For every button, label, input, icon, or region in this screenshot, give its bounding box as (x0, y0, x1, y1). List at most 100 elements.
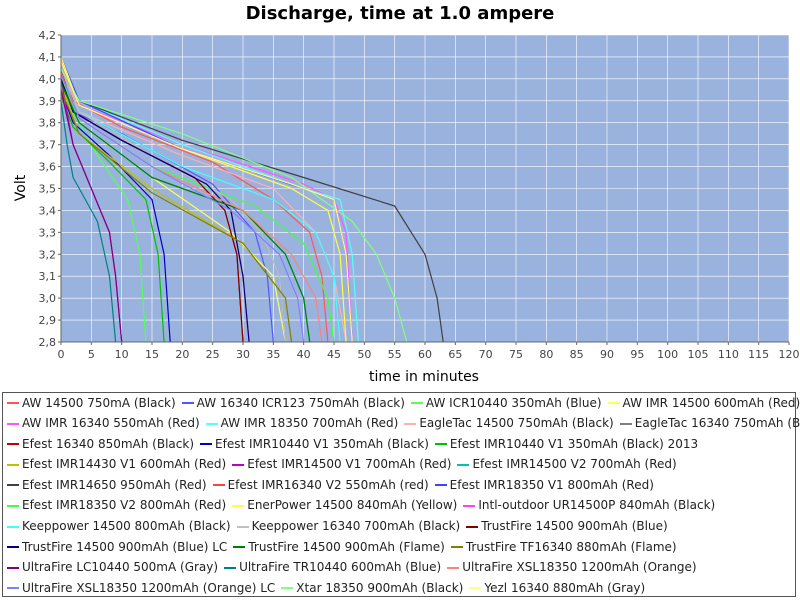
legend-row: Efest 16340 850mAh (Black) Efest IMR10440… (7, 436, 795, 457)
legend-label: Efest IMR14650 950mAh (Red) (22, 477, 207, 492)
x-tick-label: 115 (748, 348, 769, 361)
legend-item: AW IMR 14500 600mAh (Red) (607, 396, 800, 410)
series-layer (60, 56, 444, 343)
legend-row: UltraFire XSL18350 1200mAh (Orange) LC Xt… (7, 580, 795, 601)
x-tick-labels: 0 5 10 15 20 25 30 35 40 45 50 55 60 65 70 75 80 85 90 95 10… (58, 342, 800, 361)
series-line (60, 89, 171, 343)
legend-item: AW ICR10440 350mAh (Blue) (410, 395, 602, 410)
legend-label: Efest IMR14430 V1 600mAh (Red) (22, 457, 227, 472)
x-tick-label: 45 (327, 348, 341, 361)
y-tick-label: 3,5 (39, 183, 57, 196)
legend-item: Efest IMR14650 950mAh (Red) (7, 478, 207, 492)
legend-row: Efest IMR18350 V2 800mAh (Red) EnerPower … (7, 498, 795, 519)
legend-swatch (607, 402, 620, 404)
legend-swatch (7, 525, 19, 528)
legend-label: Efest IMR18350 V1 800mAh (Red) (449, 477, 654, 492)
legend-swatch (447, 566, 460, 569)
y-tick-label: 3,3 (39, 226, 57, 239)
legend-row: UltraFire LC10440 500mA (Gray) UltraFire … (7, 560, 795, 581)
legend-item: UltraFire XSL18350 1200mAh (Orange) LC (7, 581, 275, 595)
legend-label: AW IMR 18350 700mAh (Red) (220, 416, 399, 431)
series-line (60, 89, 293, 343)
x-tick-label: 0 (58, 348, 65, 361)
y-tick-label: 4,2 (39, 29, 57, 42)
legend-swatch (434, 484, 447, 487)
legend-item: Intl-outdoor UR14500P 840mAh (Black) (463, 498, 715, 512)
legend-item: Efest IMR16340 V2 550mAh (red) (212, 477, 429, 492)
legend-label: UltraFire XSL18350 1200mAh (Orange) LC (22, 580, 276, 595)
legend-row: TrustFire 14500 900mAh (Blue) LC TrustFir… (7, 539, 795, 560)
y-tick-label: 4,0 (39, 73, 57, 86)
legend-swatch (233, 546, 246, 549)
legend-label: TrustFire 14500 900mAh (Flame) (248, 539, 445, 554)
series-line (60, 61, 353, 343)
legend-item: Efest IMR10440 V1 350mAh (Black) 2013 (434, 437, 698, 451)
series-line (60, 67, 408, 343)
legend-item: Xtar 18350 900mAh (Black) (281, 581, 463, 595)
legend-item: AW IMR 18350 700mAh (Red) (205, 416, 399, 431)
x-tick-label: 25 (206, 348, 220, 361)
legend-item: AW IMR 16340 550mAh (Red) (7, 416, 200, 430)
legend-swatch (7, 463, 19, 466)
legend-label: AW 16340 ICR123 750mAh (Black) (196, 395, 405, 410)
legend-swatch (224, 566, 237, 569)
legend-row: Efest IMR14650 950mAh (Red) Efest IMR1634… (7, 477, 795, 498)
legend-label: UltraFire XSL18350 1200mAh (Orange) (462, 560, 697, 575)
x-tick-label: 35 (266, 348, 280, 361)
legend-label: TrustFire 14500 900mAh (Blue) (481, 519, 668, 534)
legend-item: Yezl 16340 880mAh (Gray) (469, 581, 645, 595)
y-tick-label: 4,1 (39, 51, 57, 64)
legend-item: Efest IMR18350 V2 800mAh (Red) (7, 498, 226, 512)
y-tick-labels: 2,8 2,9 3,0 3,1 3,2 3,3 3,4 3,5 3,6 3,7 3,8 3,9 4,0 4… (39, 29, 61, 349)
legend-row: Keeppower 14500 800mAh (Black) Keeppower … (7, 519, 795, 540)
y-tick-label: 3,9 (39, 95, 57, 108)
legend-label: Efest IMR16340 V2 550mAh (red) (227, 477, 429, 492)
legend-swatch (457, 463, 470, 466)
series-line (60, 67, 287, 343)
x-tick-label: 75 (509, 348, 523, 361)
legend-item: Efest IMR10440 V1 350mAh (Black) (200, 437, 429, 451)
legend-item: Keeppower 14500 800mAh (Black) (7, 519, 231, 533)
legend-swatch (7, 504, 19, 507)
series-line (60, 74, 305, 343)
legend-item: UltraFire XSL18350 1200mAh (Orange) (447, 560, 697, 575)
legend-swatch (200, 443, 213, 446)
legend-label: AW IMR 16340 550mAh (Red) (22, 416, 200, 431)
legend-item: Efest IMR14500 V2 700mAh (Red) (457, 457, 677, 471)
x-tick-label: 85 (570, 348, 584, 361)
legend-label: EagleTac 16340 750mAh (Black) (634, 416, 800, 431)
legend-label: Efest IMR10440 V1 350mAh (Black) (215, 436, 429, 451)
legend-item: TrustFire TF16340 880mAh (Flame) (450, 539, 677, 554)
legend-item: UltraFire LC10440 500mA (Gray) (7, 560, 218, 574)
y-tick-label: 3,0 (39, 292, 57, 305)
legend-row: AW IMR 16340 550mAh (Red) AW IMR 18350 70… (7, 416, 800, 437)
legend-swatch (7, 566, 19, 569)
series-line (60, 96, 165, 343)
legend-label: Yezl 16340 880mAh (Gray) (484, 580, 646, 595)
y-tick-label: 3,8 (39, 117, 57, 130)
legend-swatch (232, 463, 245, 466)
legend-label: EagleTac 14500 750mAh (Black) (419, 416, 614, 431)
legend-item: EnerPower 14500 840mAh (Yellow) (232, 498, 457, 512)
y-axis-label: Volt (13, 174, 29, 201)
y-tick-label: 3,4 (39, 204, 57, 217)
y-tick-label: 3,7 (39, 139, 57, 152)
legend-item: EagleTac 14500 750mAh (Black) (404, 416, 614, 431)
legend-item: Keeppower 16340 700mAh (Black) (236, 519, 460, 533)
legend-label: AW ICR10440 350mAh (Blue) (425, 395, 602, 410)
x-tick-label: 80 (539, 348, 553, 361)
chart-svg: 0 5 10 15 20 25 30 35 40 45 50 55 60 65 70 75 80 85 90 95 10… (13, 29, 800, 385)
series-line (60, 89, 123, 343)
y-tick-label: 3,6 (39, 161, 57, 174)
y-tick-label: 2,9 (39, 314, 57, 327)
legend-label: TrustFire 14500 900mAh (Blue) LC (22, 539, 228, 554)
y-tick-label: 3,2 (39, 248, 57, 261)
legend-row: Efest IMR14430 V1 600mAh (Red) Efest IMR1… (7, 457, 795, 478)
legend-swatch (463, 504, 476, 507)
chart-title: Discharge, time at 1.0 ampere (245, 3, 555, 24)
x-tick-label: 55 (388, 348, 402, 361)
legend-label: TrustFire TF16340 880mAh (Flame) (465, 539, 677, 554)
legend-swatch (205, 422, 218, 425)
x-tick-label: 15 (145, 348, 159, 361)
legend-swatch (466, 525, 479, 528)
